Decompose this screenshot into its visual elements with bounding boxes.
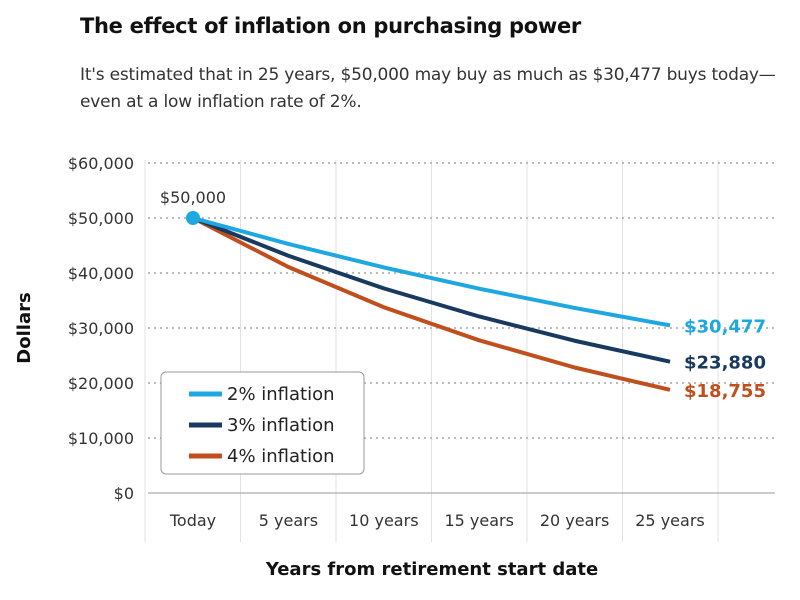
series-line-3pct (192, 216, 671, 364)
legend-label: 3% inflation (227, 415, 335, 436)
y-tick-label: $10,000 (68, 429, 134, 448)
x-tick-label: 5 years (259, 511, 318, 530)
legend: 2% inflation 3% inflation 4% inflation (160, 371, 365, 475)
series-line-2pct (192, 216, 671, 328)
chart-subtitle: It's estimated that in 25 years, $50,000… (80, 65, 776, 112)
y-tick-label: $40,000 (68, 264, 134, 283)
x-tick-label: 20 years (540, 511, 609, 530)
start-point-marker (186, 211, 200, 225)
grid (144, 160, 775, 542)
x-tick-label: 15 years (444, 511, 513, 530)
end-value-label: $30,477 (684, 316, 766, 337)
x-tick-label: 10 years (349, 511, 418, 530)
end-value-label: $18,755 (684, 381, 766, 402)
legend-label: 4% inflation (227, 446, 335, 467)
x-axis-label: Years from retirement start date (265, 559, 598, 580)
series-line-4pct (192, 216, 671, 392)
x-ticks: Today 5 years 10 years 15 years 20 years 25 y… (169, 511, 705, 530)
start-value-annotation: $50,000 (160, 188, 226, 207)
legend-label: 2% inflation (227, 384, 335, 405)
y-tick-label: $50,000 (68, 209, 134, 228)
legend-box (160, 371, 365, 475)
y-tick-label: $60,000 (68, 154, 134, 173)
end-value-label: $23,880 (684, 353, 766, 374)
y-tick-label: $30,000 (68, 319, 134, 338)
y-tick-label: $0 (114, 484, 134, 503)
y-ticks: $0 $10,000 $20,000 $30,000 $40,000 $50,000 $60… (68, 154, 134, 503)
chart-title: The effect of inflation on purchasing po… (80, 14, 581, 38)
y-axis-label: Dollars (14, 292, 35, 363)
x-tick-label: 25 years (635, 511, 704, 530)
x-tick-label: Today (169, 511, 216, 530)
series-lines: $18,755 $23,880 $30,477 $50,000 (160, 188, 766, 402)
y-tick-label: $20,000 (68, 374, 134, 393)
